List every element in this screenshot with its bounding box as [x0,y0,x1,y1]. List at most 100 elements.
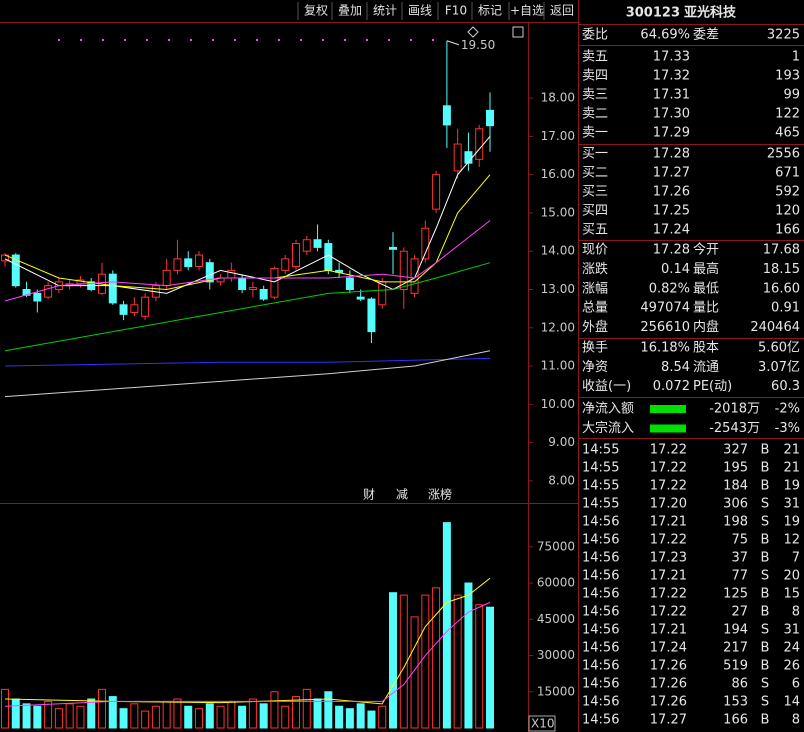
value: 3225 [767,28,800,43]
y-tick-label: 8.00 [548,473,575,487]
volume-average [4,601,491,707]
flow-value: -2018万 [709,402,760,417]
book-volume: 122 [775,107,800,122]
book-volume: 465 [775,126,800,141]
candle-body [119,304,128,315]
book-label: 卖二 [582,107,608,122]
volume-bar [367,710,376,729]
toolbar-button[interactable]: 返回 [550,4,574,18]
candle-body [453,143,462,172]
stat-label: 内盘 [693,319,719,335]
stat-value: 0.14 [661,262,690,277]
event-marker[interactable]: 涨榜 [428,487,452,502]
y-tick-label: 10.00 [541,397,575,411]
y-tick-label: 13.00 [541,282,575,296]
volume-bar [259,703,268,729]
book-price: 17.26 [653,185,690,200]
trade-count: 19 [783,479,800,494]
event-marker[interactable]: 财 [363,488,375,502]
moving-average [4,350,491,398]
trade-side: S [761,695,769,710]
trade-price: 17.22 [650,479,687,494]
trade-volume: 37 [731,551,748,566]
trade-side: B [761,551,770,566]
trade-volume: 184 [723,479,748,494]
fund-label: 收益(一) [582,379,631,394]
volume-bar [11,698,20,729]
trade-count: 21 [783,461,800,476]
volume-bar [195,708,203,729]
trade-side: B [761,587,770,602]
candle-body [367,298,376,333]
volume-bar [65,703,74,729]
toolbar-button[interactable]: 统计 [373,4,397,18]
trade-volume: 306 [723,497,748,512]
trade-price: 17.22 [650,587,687,602]
moving-average [4,220,491,302]
trade-price: 17.26 [650,695,687,710]
book-volume: 2556 [767,147,800,162]
candle-body [248,287,257,290]
candle-body [130,304,139,313]
book-label: 买三 [582,185,608,200]
toolbar-button[interactable]: 标记 [478,4,502,18]
high-label: 19.50 [461,38,495,52]
y-tick-label: 60000 [537,576,575,590]
toolbar-button[interactable]: F10 [445,4,467,18]
book-price: 17.27 [653,166,690,181]
trade-side: B [761,641,770,656]
trade-side: S [761,623,769,638]
trade-volume: 27 [731,605,748,620]
y-tick-label: 17.00 [541,129,575,143]
trade-volume: 194 [723,623,748,638]
volume-bar [44,700,53,729]
volume-average [4,577,491,705]
candle-body [399,250,408,290]
book-volume: 592 [775,185,800,200]
trade-side: B [761,713,770,728]
y-tick-label: 75000 [537,539,575,553]
volume-bar [22,703,31,729]
toolbar-button[interactable]: +自选 [510,4,544,18]
candle-body [227,269,236,279]
volume-bar [141,710,150,729]
toolbar-button[interactable]: 复权 [304,4,328,18]
trade-side: B [761,659,770,674]
volume-bar [345,708,354,729]
volume-bar [378,705,387,729]
trade-side: S [761,677,769,692]
book-price: 17.24 [653,223,690,238]
trade-count: 31 [783,497,800,512]
candle-body [184,258,193,268]
y-tick-label: 18.00 [541,91,575,105]
trade-price: 17.23 [650,551,687,566]
trade-side: S [761,515,769,530]
trade-count: 8 [792,713,800,728]
trade-volume: 327 [723,443,748,458]
stat-label: 外盘 [582,319,608,335]
trade-time: 14:56 [582,605,619,620]
trade-price: 17.22 [650,461,687,476]
trade-time: 14:56 [582,587,619,602]
book-volume: 193 [775,69,800,84]
candle-body [270,267,279,298]
trade-count: 15 [783,587,800,602]
book-price: 17.31 [653,88,690,103]
y-tick-label: 15000 [537,684,575,698]
volume-bar [421,594,430,729]
book-price: 17.30 [653,107,690,122]
book-label: 买四 [582,204,608,219]
book-price: 17.32 [653,69,690,84]
y-tick-label: 9.00 [548,435,575,449]
book-label: 买一 [582,147,608,162]
volume-bar [475,604,484,729]
event-marker[interactable]: 减 [396,488,408,502]
trade-side: B [761,461,770,476]
toolbar-button[interactable]: 叠加 [338,4,362,18]
candle-body [345,277,354,290]
stat-value: 497074 [640,301,690,316]
trade-side: S [761,569,769,584]
trade-price: 17.26 [650,677,687,692]
toolbar-button[interactable]: 画线 [408,4,432,18]
